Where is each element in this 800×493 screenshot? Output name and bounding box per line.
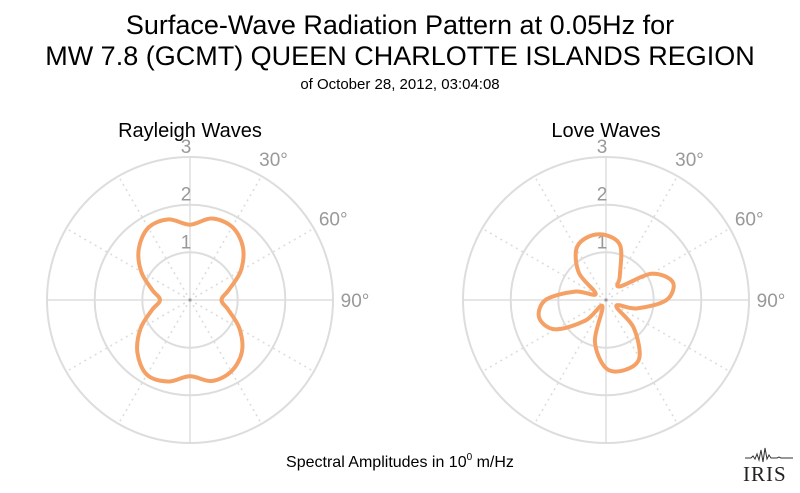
iris-logo-text: IRIS <box>743 462 787 486</box>
rayleigh-ring-2 <box>93 203 287 397</box>
units-exponent: 0 <box>466 452 473 463</box>
love-chart-title: Love Waves <box>551 120 660 142</box>
rayleigh-angle-label-30: 30° <box>259 150 288 171</box>
units-prefix: Spectral Amplitudes in 10 <box>286 454 467 471</box>
love-polar-plot: 1 2 3 30° 60° 90° Love Waves <box>462 120 786 444</box>
rayleigh-center-dot <box>188 298 192 302</box>
seismogram-icon <box>745 447 793 463</box>
rayleigh-spoke-150 <box>189 299 263 425</box>
rayleigh-chart-title: Rayleigh Waves <box>118 120 262 142</box>
chart-subtitle: of October 28, 2012, 03:04:08 <box>300 76 500 93</box>
rayleigh-radial-tick-3: 3 <box>181 137 192 158</box>
chart-title-line1: Surface-Wave Radiation Pattern at 0.05Hz… <box>125 10 675 40</box>
love-spoke-60 <box>605 227 731 301</box>
love-angle-label-90: 90° <box>757 291 786 312</box>
love-radial-tick-2: 2 <box>597 185 608 206</box>
units-suffix: m/Hz <box>472 454 514 471</box>
love-angle-label-30: 30° <box>675 150 704 171</box>
rayleigh-spoke-120 <box>189 299 315 373</box>
chart-title-line2: MW 7.8 (GCMT) QUEEN CHARLOTTE ISLANDS RE… <box>45 41 755 71</box>
love-radial-tick-3: 3 <box>597 137 608 158</box>
rayleigh-spoke-300 <box>65 227 191 301</box>
love-ring-2 <box>509 203 703 397</box>
love-ring-1 <box>557 251 655 349</box>
rayleigh-angle-label-60: 60° <box>319 210 348 231</box>
amplitude-units-label: Spectral Amplitudes in 100 m/Hz <box>0 452 800 472</box>
love-ring-3 <box>462 156 750 444</box>
rayleigh-polar-plot: 1 2 3 30° 60° 90° Rayleigh Waves <box>46 120 370 444</box>
rayleigh-angle-label-90: 90° <box>341 291 370 312</box>
love-radial-tick-1: 1 <box>597 232 608 253</box>
love-spoke-120 <box>605 299 731 373</box>
love-spoke-210 <box>533 299 607 425</box>
rayleigh-ring-1 <box>141 251 239 349</box>
rayleigh-ring-3 <box>46 156 334 444</box>
love-spoke-150 <box>605 299 679 425</box>
love-angle-label-60: 60° <box>735 210 764 231</box>
rayleigh-radial-tick-1: 1 <box>181 232 192 253</box>
rayleigh-spoke-60 <box>189 227 315 301</box>
iris-logo: IRIS <box>743 444 795 486</box>
love-center-dot <box>604 298 608 302</box>
love-spoke-240 <box>481 299 607 373</box>
rayleigh-spoke-30 <box>189 175 263 301</box>
rayleigh-spoke-330 <box>117 175 191 301</box>
rayleigh-spoke-210 <box>117 299 191 425</box>
rayleigh-spoke-240 <box>65 299 191 373</box>
rayleigh-radial-tick-2: 2 <box>181 185 192 206</box>
love-spoke-330 <box>533 175 607 301</box>
